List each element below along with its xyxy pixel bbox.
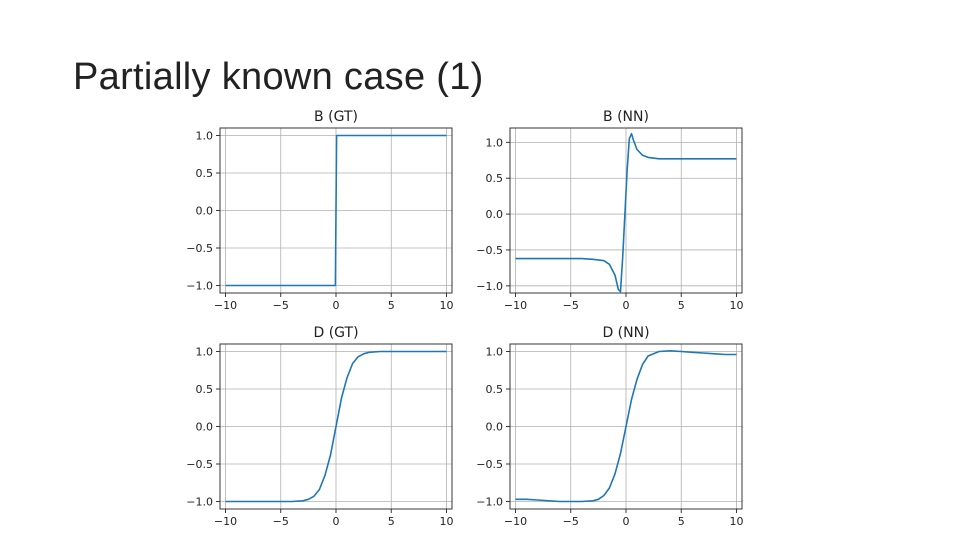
subplot-title: D (GT) [313,325,358,341]
x-tick-label: 10 [439,299,453,312]
subplot-title: B (NN) [603,109,649,125]
x-tick-label: −5 [273,515,289,528]
x-tick-label: −5 [563,515,579,528]
x-tick-label: 5 [678,299,685,312]
x-tick-label: 5 [678,515,685,528]
data-line [225,134,447,287]
y-tick-label: 1.0 [486,136,504,149]
x-tick-label: 10 [729,299,743,312]
x-tick-label: 0 [333,515,340,528]
data-line [515,349,737,503]
x-tick-label: −10 [504,299,527,312]
y-tick-label: 1.0 [196,346,214,359]
y-tick-label: −0.5 [476,458,503,471]
y-tick-label: −0.5 [476,244,503,257]
x-tick-label: 5 [388,515,395,528]
y-tick-label: 0.0 [196,205,214,218]
subplot-title: B (GT) [314,109,358,125]
data-line [225,350,447,503]
x-tick-label: 0 [333,299,340,312]
subplot-3: D (GT) −10 −5 0 5 10 −1.0 −0.5 0.0 0.5 1.0 [186,325,453,528]
x-tick-label: 10 [729,515,743,528]
subplot-4: D (NN) −10 −5 0 5 10 −1.0 −0.5 0.0 0.5 1.0 [476,325,743,528]
y-tick-label: 0.0 [486,421,504,434]
x-tick-label: −10 [214,515,237,528]
y-tick-label: −1.0 [186,496,213,509]
y-tick-label: 1.0 [486,346,504,359]
y-tick-label: 0.0 [196,421,214,434]
subplot-title: D (NN) [602,325,649,341]
x-tick-label: −5 [273,299,289,312]
x-tick-label: −10 [214,299,237,312]
y-tick-label: 0.5 [196,383,214,396]
y-tick-label: 0.5 [486,383,504,396]
y-tick-label: 1.0 [196,130,214,143]
y-tick-label: 0.5 [486,172,504,185]
x-tick-label: −10 [504,515,527,528]
x-tick-label: 10 [439,515,453,528]
y-tick-label: −1.0 [476,496,503,509]
y-tick-label: −0.5 [186,458,213,471]
y-tick-label: −1.0 [186,280,213,293]
x-tick-label: 0 [623,515,630,528]
y-tick-label: −0.5 [186,242,213,255]
x-tick-label: 0 [623,299,630,312]
x-tick-label: 5 [388,299,395,312]
slide-title: Partially known case (1) [73,56,484,98]
data-line [515,132,737,293]
y-tick-label: −1.0 [476,280,503,293]
subplot-1: B (GT) −10 −5 0 5 10 −1.0 −0.5 0.0 0.5 1.0 [186,109,453,312]
y-tick-label: 0.0 [486,208,504,221]
x-tick-label: −5 [563,299,579,312]
subplot-2: B (NN) −10 −5 0 5 10 −1.0 −0.5 0.0 0.5 1.0 [476,109,743,312]
y-tick-label: 0.5 [196,167,214,180]
